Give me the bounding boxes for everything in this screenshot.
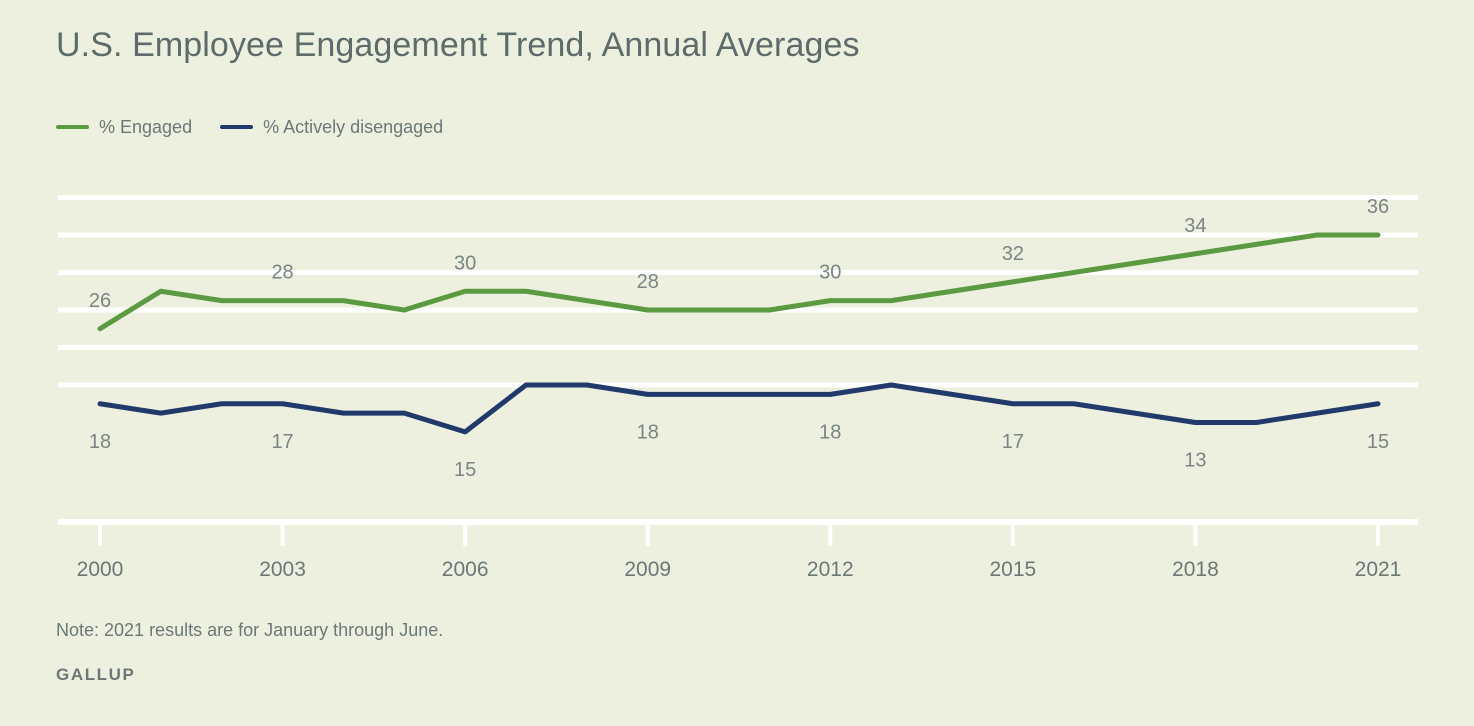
data-label: 13	[1184, 450, 1206, 472]
data-label: 17	[271, 431, 293, 453]
data-label: 18	[637, 421, 659, 443]
data-label: 28	[271, 262, 293, 284]
data-label: 18	[89, 431, 111, 453]
x-axis-ticks	[98, 522, 1380, 546]
page-title: U.S. Employee Engagement Trend, Annual A…	[56, 26, 860, 64]
series-line	[97, 232, 1381, 332]
legend-label-engaged: % Engaged	[99, 116, 193, 137]
data-label: 26	[89, 290, 111, 312]
x-tick-label: 2015	[989, 558, 1036, 581]
series-line	[97, 382, 1381, 435]
legend-label-actively-disengaged: % Actively disengaged	[263, 116, 444, 137]
data-label: 17	[1002, 431, 1024, 453]
data-label: 18	[819, 421, 841, 443]
legend-item-engaged[interactable]: % Engaged	[56, 117, 192, 138]
brand-label: GALLUP	[56, 665, 136, 684]
legend-item-actively-disengaged[interactable]: % Actively disengaged	[220, 117, 443, 138]
legend-swatch-actively-disengaged	[220, 125, 254, 129]
x-axis-tick-labels: 2000 2003 2006 2009 2012 2015 2018 2021	[77, 558, 1402, 581]
x-tick-label: 2021	[1355, 558, 1402, 581]
x-tick-label: 2018	[1172, 558, 1219, 581]
data-label: 36	[1367, 196, 1389, 218]
chart-note: Note: 2021 results are for January throu…	[56, 620, 444, 640]
data-point-labels: 26 28 30 28 30 32 34 36 18 17 15 18 18 17 13 15	[89, 196, 1389, 481]
series-lines	[97, 232, 1381, 435]
x-tick-label: 2012	[807, 558, 854, 581]
x-tick-label: 2003	[259, 558, 306, 581]
data-label: 32	[1002, 243, 1024, 265]
legend-swatch-engaged	[56, 125, 89, 129]
data-label: 30	[454, 252, 476, 274]
data-label: 15	[454, 459, 476, 481]
gridlines	[58, 195, 1418, 388]
x-tick-label: 2006	[442, 558, 489, 581]
x-tick-label: 2000	[77, 558, 124, 581]
chart-legend: % Engaged % Actively disengaged	[56, 113, 443, 141]
data-label: 28	[637, 271, 659, 293]
data-label: 30	[819, 262, 841, 284]
data-label: 15	[1367, 431, 1389, 453]
data-label: 34	[1184, 215, 1206, 237]
x-tick-label: 2009	[624, 558, 671, 581]
